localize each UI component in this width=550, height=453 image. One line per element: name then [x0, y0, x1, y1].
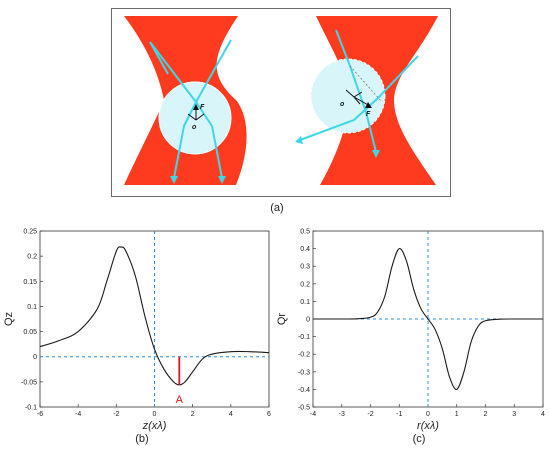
right-force-arrowhead — [365, 102, 372, 108]
right-force-label: F — [366, 111, 371, 118]
left-force-arrowhead — [193, 104, 199, 110]
y-tick-label: 0.5 — [300, 229, 310, 236]
x-tick-label: 0 — [153, 411, 157, 418]
x-tick-label: -4 — [75, 411, 81, 418]
tweezer-diagram: F o F o — [124, 16, 438, 185]
x-tick-label: 1 — [455, 411, 459, 418]
caption-b: (b) — [135, 433, 149, 445]
left-ray-2 — [173, 39, 232, 179]
y-tick-label: -0.5 — [298, 405, 310, 412]
chart-b: -6 -4 -2 0 2 4 6 -0.1 -0.05 0 0.05 0.1 0.15 0.2 0.25 Az… — [3, 229, 271, 433]
right-rays — [299, 29, 419, 153]
x-tick-label: 2 — [191, 411, 195, 418]
y-tick-label: 0.2 — [27, 254, 37, 261]
y-tick-label: -0.4 — [298, 387, 310, 394]
diagram-frame — [111, 8, 451, 197]
y-axis-label: Qz — [3, 312, 15, 326]
x-tick-label: -3 — [339, 411, 345, 418]
y-tick-label: 0.1 — [27, 304, 37, 311]
x-tick-label: 6 — [267, 411, 271, 418]
x-tick-label: 4 — [541, 411, 545, 418]
right-dashed-guide — [349, 65, 383, 103]
y-tick-label: 0 — [33, 354, 37, 361]
series-line — [312, 248, 544, 390]
left-sphere — [158, 81, 232, 155]
y-tick-label: 0.4 — [300, 246, 310, 253]
chart-c: -4 -3 -2 -1 0 1 2 3 4 -0.5 -0.4 -0.3 -0.2 -0.1 0 0.1 0.2… — [276, 229, 545, 433]
y-tick-label: -0.3 — [298, 369, 310, 376]
right-ray-tip-2 — [295, 136, 303, 144]
x-tick-label: 0 — [426, 411, 430, 418]
x-tick-label: -2 — [113, 411, 119, 418]
left-ray-3 — [149, 41, 169, 75]
y-tick-label: 0.3 — [300, 264, 310, 271]
y-tick-label: 0.25 — [23, 229, 37, 236]
left-origin-label: o — [192, 124, 197, 131]
left-ray-tip-2 — [170, 176, 178, 184]
x-tick-label: -6 — [37, 411, 43, 418]
caption-a: (a) — [270, 202, 284, 214]
y-tick-label: 0.2 — [300, 281, 310, 288]
x-axis-label: z(xλ) — [142, 420, 167, 432]
y-tick-label: 0.15 — [23, 279, 37, 286]
annotation-label: A — [176, 394, 184, 406]
left-ray-tip-1 — [218, 176, 226, 184]
x-tick-label: 2 — [484, 411, 488, 418]
x-axis-label: r(xλ) — [417, 420, 439, 432]
y-tick-label: -0.05 — [21, 379, 37, 386]
x-tick-label: -1 — [396, 411, 402, 418]
y-tick-label: 0.05 — [23, 329, 37, 336]
x-tick-label: 4 — [229, 411, 233, 418]
y-tick-label: -0.1 — [298, 334, 310, 341]
y-tick-label: -0.1 — [25, 405, 37, 412]
y-tick-label: 0 — [306, 317, 310, 324]
series-line — [39, 246, 270, 386]
right-ray-2 — [299, 55, 419, 141]
y-axis-label: Qr — [276, 313, 288, 326]
left-force-label: F — [200, 104, 205, 111]
x-tick-label: -2 — [367, 411, 373, 418]
x-tick-label: 3 — [512, 411, 516, 418]
x-tick-label: -4 — [310, 411, 316, 418]
y-tick-label: 0.1 — [300, 299, 310, 306]
right-origin-label: o — [340, 101, 345, 108]
right-ray-tip-1 — [372, 150, 380, 158]
y-tick-label: -0.2 — [298, 352, 310, 359]
caption-c: (c) — [412, 433, 426, 445]
right-ray-1 — [335, 29, 377, 153]
